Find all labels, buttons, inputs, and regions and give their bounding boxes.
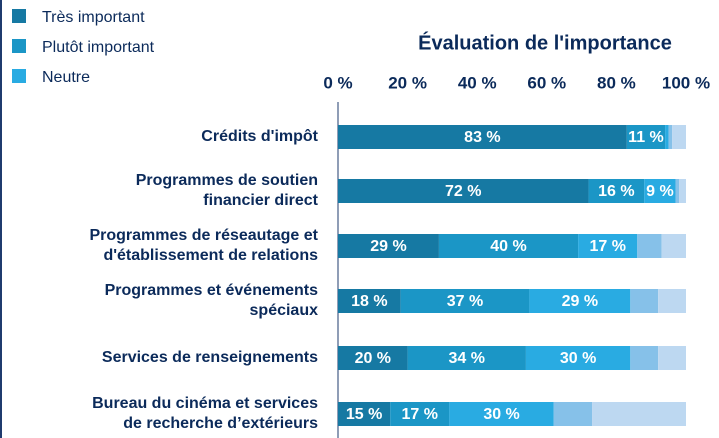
legend-label: Très important <box>42 9 145 26</box>
bar-segment <box>630 289 659 313</box>
category-label: Crédits d'impôt <box>201 128 318 145</box>
bar-segment <box>637 234 662 258</box>
value-label: 40 % <box>490 238 526 255</box>
legend-swatch <box>12 69 26 83</box>
bar-segment <box>338 289 401 313</box>
bar-segment <box>400 289 530 313</box>
value-label: 30 % <box>560 350 596 367</box>
x-tick-label: 100 % <box>662 73 710 92</box>
bar-segment <box>630 346 659 370</box>
x-tick-label: 40 % <box>458 73 497 92</box>
bar-segment <box>338 402 391 426</box>
bar-segment <box>626 125 666 149</box>
category-label: Programmes de soutien financier direct <box>135 172 318 209</box>
value-label: 16 % <box>598 183 634 200</box>
value-label: 29 % <box>370 238 406 255</box>
value-label: 17 % <box>402 406 438 423</box>
value-label: 29 % <box>562 293 598 310</box>
value-label: 34 % <box>449 350 485 367</box>
bar-segment <box>672 125 686 149</box>
bar-segment <box>658 346 686 370</box>
legend-label: Plutôt important <box>42 39 155 56</box>
value-label: 17 % <box>589 238 625 255</box>
value-label: 11 % <box>628 129 664 146</box>
bar-segment <box>338 234 439 258</box>
bar-segment <box>661 234 686 258</box>
x-tick-label: 0 % <box>323 73 352 92</box>
category-label: Programmes et événements spéciaux <box>104 282 318 319</box>
legend-label: Neutre <box>42 69 90 86</box>
legend-swatch <box>12 9 26 23</box>
x-tick-label: 20 % <box>388 73 427 92</box>
chart-title: Évaluation de l'importance <box>418 31 672 54</box>
category-label: Programmes de réseautage et d'établissem… <box>89 227 318 264</box>
bar-segment <box>338 125 627 149</box>
x-tick-label: 80 % <box>597 73 636 92</box>
bar-segment <box>529 289 631 313</box>
value-label: 9 % <box>646 183 674 200</box>
bar-segment <box>338 346 408 370</box>
bar-segment <box>578 234 638 258</box>
bar-segment <box>588 179 645 203</box>
bar-segment <box>658 289 686 313</box>
bar-segment <box>675 179 680 203</box>
value-label: 15 % <box>346 406 382 423</box>
bar-segment <box>644 179 676 203</box>
bar-segment <box>525 346 631 370</box>
bar-segment <box>592 402 686 426</box>
value-label: 18 % <box>351 293 387 310</box>
category-label: Bureau du cinéma et services de recherch… <box>92 395 318 432</box>
x-tick-label: 60 % <box>527 73 566 92</box>
bar-segment <box>449 402 554 426</box>
bar-segment <box>553 402 593 426</box>
bar-segment <box>679 179 686 203</box>
legend-swatch <box>12 39 26 53</box>
value-label: 20 % <box>355 350 391 367</box>
bar-segment <box>438 234 579 258</box>
value-label: 37 % <box>447 293 483 310</box>
value-label: 30 % <box>483 406 519 423</box>
category-label: Services de renseignements <box>101 349 318 366</box>
bar-segment <box>390 402 450 426</box>
value-label: 83 % <box>464 129 500 146</box>
bar-segment <box>407 346 526 370</box>
bar-segment <box>338 179 589 203</box>
bar-segment <box>665 125 669 149</box>
value-label: 72 % <box>445 183 481 200</box>
bar-segment <box>668 125 673 149</box>
